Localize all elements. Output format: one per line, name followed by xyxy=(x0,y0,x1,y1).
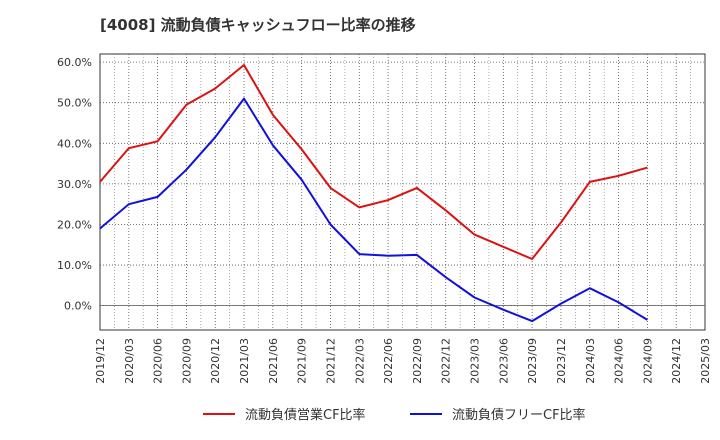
x-tick-label: 2023/06 xyxy=(497,338,510,384)
x-tick-label: 2023/09 xyxy=(526,338,539,384)
x-tick-label: 2020/12 xyxy=(209,338,222,384)
x-tick-label: 2020/03 xyxy=(123,338,136,384)
series-line-2 xyxy=(99,97,648,323)
x-tick-label: 2021/06 xyxy=(267,338,280,384)
x-tick-label: 2022/06 xyxy=(382,338,395,384)
x-tick-label: 2020/06 xyxy=(152,338,165,384)
x-tick-label: 2022/12 xyxy=(440,338,453,384)
y-tick-label: 10.0% xyxy=(57,259,92,272)
legend-label-2: 流動負債フリーCF比率 xyxy=(452,407,586,423)
x-tick-label: 2024/09 xyxy=(641,338,654,384)
series-line-1 xyxy=(99,64,648,260)
y-tick-label: 30.0% xyxy=(57,178,92,191)
x-tick-label: 2024/12 xyxy=(670,338,683,384)
x-tick-label: 2021/09 xyxy=(296,338,309,384)
legend-label-1: 流動負債営業CF比率 xyxy=(245,407,366,423)
x-tick-label: 2024/03 xyxy=(584,338,597,384)
series-lines xyxy=(99,64,648,323)
x-tick-label: 2025/03 xyxy=(699,338,712,384)
x-tick-label: 2022/09 xyxy=(411,338,424,384)
x-tick-label: 2021/12 xyxy=(324,338,337,384)
chart-title: [4008] 流動負債キャッシュフロー比率の推移 xyxy=(100,16,416,34)
y-tick-label: 60.0% xyxy=(57,56,92,69)
legend: 流動負債営業CF比率 流動負債フリーCF比率 xyxy=(203,407,586,423)
y-tick-label: 0.0% xyxy=(64,300,92,313)
x-tick-label: 2023/03 xyxy=(469,338,482,384)
x-tick-label: 2021/03 xyxy=(238,338,251,384)
y-tick-label: 50.0% xyxy=(57,97,92,110)
x-axis-ticks: 2019/12 2020/03 2020/06 2020/09 2020/12 2021/… xyxy=(94,338,712,384)
x-tick-label: 2023/12 xyxy=(555,338,568,384)
grid-lines xyxy=(100,54,705,330)
y-axis-ticks: 60.0% 50.0% 40.0% 30.0% 20.0% 10.0% 0.0% xyxy=(57,56,92,313)
y-tick-label: 20.0% xyxy=(57,218,92,231)
x-tick-label: 2024/06 xyxy=(613,338,626,384)
x-tick-label: 2022/03 xyxy=(353,338,366,384)
x-tick-label: 2020/09 xyxy=(180,338,193,384)
y-tick-label: 40.0% xyxy=(57,137,92,150)
x-tick-label: 2019/12 xyxy=(94,338,107,384)
